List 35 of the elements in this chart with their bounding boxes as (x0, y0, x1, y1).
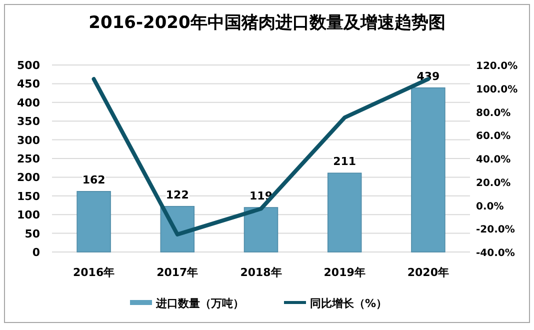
x-tick-label: 2020年 (407, 266, 450, 279)
y2-tick-label: 20.0% (476, 178, 511, 189)
x-tick-label: 2018年 (240, 266, 282, 279)
y-tick-label: 350 (17, 115, 40, 128)
y2-tick-label: 40.0% (476, 154, 511, 166)
chart-title: 2016-2020年中国猪肉进口数量及增速趋势图 (88, 13, 446, 33)
bar (411, 87, 446, 252)
bar (76, 191, 111, 252)
y-tick-label: 100 (17, 208, 40, 222)
y-tick-label: 500 (17, 59, 40, 72)
y2-tick-label: 60.0% (476, 131, 511, 142)
data-label: 122 (166, 188, 189, 202)
y-tick-label: 0 (32, 246, 40, 259)
bar (244, 207, 278, 252)
legend-label: 同比增长（%） (310, 297, 388, 310)
x-tick-label: 2017年 (156, 266, 198, 279)
x-tick-label: 2016年 (72, 266, 115, 279)
y-tick-label: 450 (17, 78, 40, 91)
y2-tick-label: 100.0% (476, 84, 518, 96)
x-tick-label: 2019年 (324, 266, 366, 279)
y-tick-label: 300 (17, 134, 40, 147)
data-label: 162 (82, 173, 106, 186)
y-tick-label: 50 (24, 227, 40, 240)
y-tick-label: 200 (17, 171, 40, 184)
data-label: 211 (333, 155, 356, 168)
y2-tick-label: 120.0% (476, 61, 518, 72)
y2-tick-label: 80.0% (476, 108, 511, 119)
y-tick-label: 400 (17, 96, 40, 110)
bar (327, 172, 362, 252)
y-tick-label: 250 (17, 152, 40, 166)
y-tick-label: 150 (17, 190, 40, 203)
y2-tick-label: 0.0% (476, 201, 504, 212)
y2-tick-label: -20.0% (476, 224, 515, 236)
legend-label: 进口数量（万吨） (155, 297, 244, 310)
y2-tick-label: -40.0% (476, 248, 515, 259)
